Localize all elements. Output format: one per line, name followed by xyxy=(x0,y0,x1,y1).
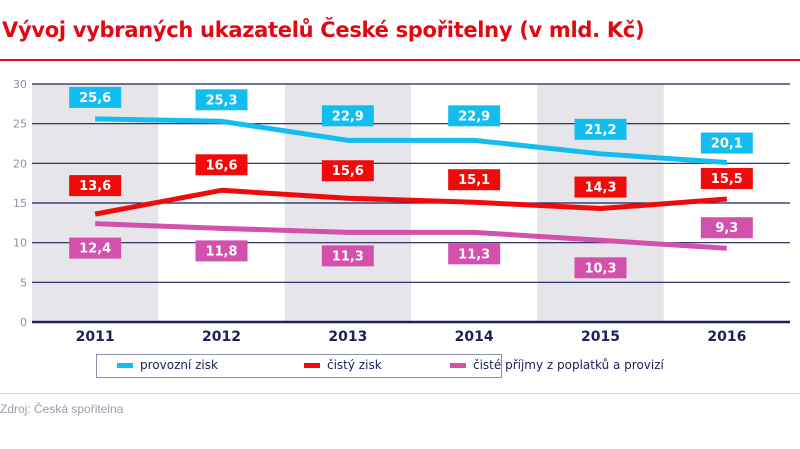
data-label-box xyxy=(69,86,122,108)
data-label: 15,5 xyxy=(711,172,743,187)
data-label: 11,3 xyxy=(332,249,364,264)
data-label: 16,6 xyxy=(205,158,237,173)
data-label: 11,3 xyxy=(458,247,490,262)
data-label: 21,2 xyxy=(584,123,616,138)
data-label: 10,3 xyxy=(584,261,616,276)
title-rule xyxy=(0,59,800,61)
data-label: 25,3 xyxy=(205,93,237,108)
data-label: 11,8 xyxy=(205,244,237,259)
data-label-box xyxy=(195,154,248,176)
y-tick-label: 30 xyxy=(13,78,27,91)
x-tick-label: 2012 xyxy=(202,329,241,345)
y-tick-label: 15 xyxy=(13,197,27,210)
footer-rule xyxy=(0,393,800,394)
legend-swatch xyxy=(304,362,320,368)
series-line xyxy=(95,116,728,166)
chart: 0 5 10 15 20 25 30 2011 2012 2013 2014 2015 2016 25,6… xyxy=(13,78,790,345)
data-label-box xyxy=(448,105,501,127)
data-label-box xyxy=(321,105,374,127)
data-label-box xyxy=(700,132,753,154)
legend-item-poplatky: čisté příjmy z poplatků a provizí xyxy=(450,358,664,372)
data-label-box xyxy=(448,169,501,191)
y-tick-label: 5 xyxy=(20,276,27,289)
data-label: 22,9 xyxy=(458,109,490,124)
data-label-box xyxy=(195,240,248,262)
x-tick-label: 2015 xyxy=(581,329,620,345)
x-tick-label: 2016 xyxy=(707,329,746,345)
legend-swatch xyxy=(450,362,466,368)
x-tick-label: 2011 xyxy=(76,329,115,345)
data-label: 9,3 xyxy=(715,221,738,236)
data-label: 20,1 xyxy=(711,137,743,152)
data-label-box xyxy=(321,160,374,182)
legend-item-provozni-zisk: provozní zisk xyxy=(117,358,218,372)
data-label: 22,9 xyxy=(332,109,364,124)
legend-swatch xyxy=(117,362,133,368)
data-label: 15,1 xyxy=(458,173,490,188)
source-note: Zdroj: Česká spořitelna xyxy=(0,402,124,416)
legend-label: čistý zisk xyxy=(327,358,382,372)
data-label: 14,3 xyxy=(584,181,616,196)
legend-label: čisté příjmy z poplatků a provizí xyxy=(473,358,664,372)
legend-item-cisty-zisk: čistý zisk xyxy=(304,358,382,372)
y-tick-label: 0 xyxy=(20,316,27,329)
data-label-box xyxy=(574,257,627,279)
series-line xyxy=(94,187,728,217)
data-label-box xyxy=(195,89,248,111)
data-label-box xyxy=(700,168,753,190)
y-tick-label: 10 xyxy=(13,237,27,250)
data-label: 12,4 xyxy=(79,242,111,257)
data-label-box xyxy=(574,176,627,198)
data-label: 15,6 xyxy=(332,164,364,179)
data-label: 25,6 xyxy=(79,91,111,106)
legend-label: provozní zisk xyxy=(140,358,218,372)
data-label-box xyxy=(69,237,122,259)
data-label: 13,6 xyxy=(79,179,111,194)
x-tick-label: 2014 xyxy=(455,329,494,345)
data-label-box xyxy=(700,217,753,239)
chart-title: Vývoj vybraných ukazatelů České spořitel… xyxy=(2,18,645,42)
y-tick-label: 25 xyxy=(13,118,27,131)
series-line xyxy=(95,221,727,251)
data-label-box xyxy=(321,245,374,267)
x-tick-label: 2013 xyxy=(328,329,367,345)
legend: provozní zisk čistý zisk čisté příjmy z … xyxy=(96,354,664,378)
data-label-box xyxy=(69,175,122,197)
data-label-box xyxy=(448,243,501,265)
data-label-box xyxy=(574,118,627,140)
y-tick-label: 20 xyxy=(13,157,27,170)
